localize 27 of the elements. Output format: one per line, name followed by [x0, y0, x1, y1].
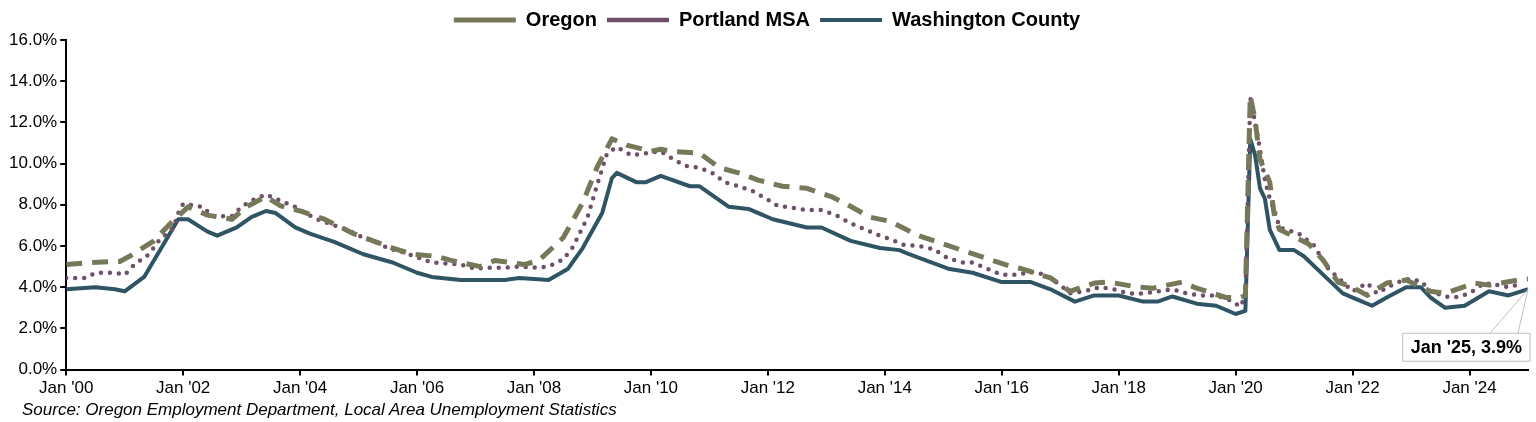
x-tick-label: Jan '00	[39, 378, 94, 398]
legend-label: Portland MSA	[678, 7, 811, 30]
y-tick-label: 6.0%	[18, 235, 58, 255]
x-tick-label: Jan '04	[272, 378, 328, 398]
legend-label: Washington County	[892, 7, 1082, 30]
y-tick-label: 10.0%	[9, 153, 58, 173]
x-tick-label: Jan '06	[389, 378, 445, 398]
y-tick-label: 8.0%	[18, 194, 58, 214]
annotation: Jan '25, 3.9%	[1410, 337, 1523, 358]
x-tick-label: Jan '02	[156, 378, 211, 398]
source-note: Source: Oregon Employment Department, Local Area Unemployment Statistics	[22, 400, 617, 420]
x-tick-label: Jan '10	[623, 378, 679, 398]
y-tick-label: 16.0%	[9, 29, 58, 49]
x-tick-label: Jan '16	[974, 378, 1029, 398]
y-tick-label: 14.0%	[9, 70, 58, 90]
x-tick-label: Jan '20	[1208, 378, 1263, 398]
y-tick-label: 2.0%	[18, 318, 58, 338]
y-tick-label: 4.0%	[18, 276, 58, 296]
y-tick-label: 0.0%	[18, 359, 58, 379]
legend-label: Oregon	[525, 7, 597, 30]
x-tick-label: Jan '22	[1325, 378, 1380, 398]
x-tick-label: Jan '18	[1091, 378, 1146, 398]
y-tick-label: 12.0%	[9, 112, 58, 132]
x-tick-label: Jan '12	[740, 378, 796, 398]
x-tick-label: Jan '24	[1442, 378, 1497, 398]
x-tick-label: Jan '08	[506, 378, 562, 398]
x-tick-label: Jan '14	[857, 378, 912, 398]
